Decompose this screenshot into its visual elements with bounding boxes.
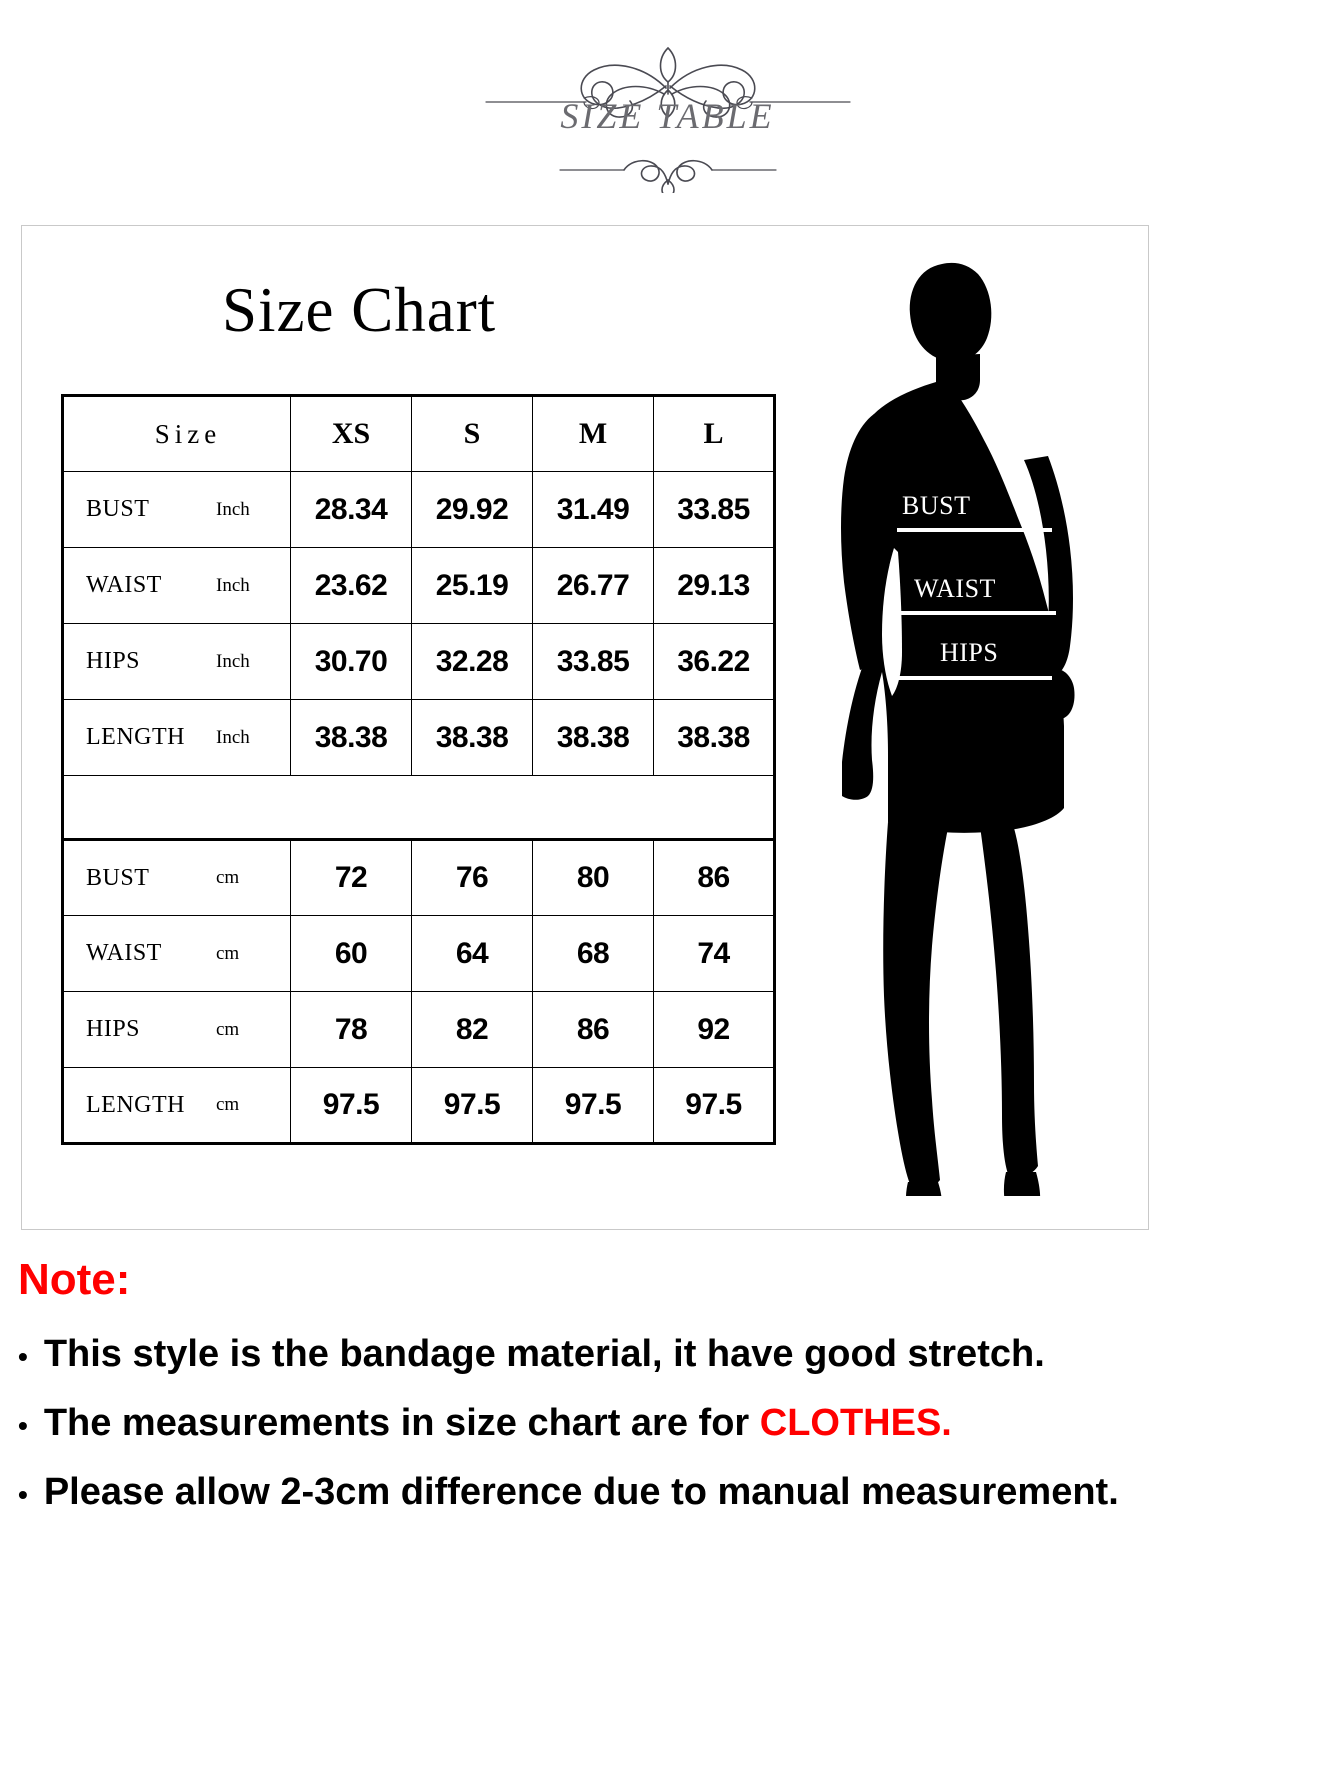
row-label-hips-cm: HIPS cm — [61, 991, 291, 1068]
note-highlight: CLOTHES. — [759, 1402, 952, 1444]
body-silhouette-figure: BUST WAIST HIPS — [812, 256, 1112, 1196]
cell-bust-cm-xs: 72 — [290, 838, 412, 916]
cell-waist-cm-m: 68 — [532, 915, 654, 992]
row-label-length-cm: LENGTH cm — [61, 1067, 291, 1145]
measure-name: LENGTH — [86, 1091, 185, 1118]
header-cell-l: L — [653, 394, 776, 472]
figure-measure-line-bust — [897, 528, 1052, 532]
measure-name: BUST — [86, 496, 150, 522]
cell-bust-inch-s: 29.92 — [411, 471, 533, 548]
table-row: HIPS Inch 30.70 32.28 33.85 36.22 — [61, 623, 776, 700]
row-label-waist-cm: WAIST cm — [61, 915, 291, 992]
measure-unit: cm — [216, 1094, 240, 1115]
cell-waist-cm-s: 64 — [411, 915, 533, 992]
cell-length-inch-m: 38.38 — [532, 699, 654, 776]
header-ornament — [0, 28, 1335, 193]
cell-hips-cm-xs: 78 — [290, 991, 412, 1068]
note-item: • Please allow 2-3cm difference due to m… — [18, 1471, 1318, 1514]
cell-bust-cm-s: 76 — [411, 838, 533, 916]
cell-length-cm-l: 97.5 — [653, 1067, 776, 1145]
row-label-bust-inch: BUST Inch — [61, 471, 291, 548]
bullet-icon: • — [18, 1410, 28, 1441]
cell-length-inch-s: 38.38 — [411, 699, 533, 776]
bullet-icon: • — [18, 1341, 28, 1372]
row-label-length-inch: LENGTH Inch — [61, 699, 291, 776]
cell-length-cm-xs: 97.5 — [290, 1067, 412, 1145]
cell-bust-inch-xs: 28.34 — [290, 471, 412, 548]
table-row: BUST cm 72 76 80 86 — [61, 838, 776, 916]
cell-length-cm-m: 97.5 — [532, 1067, 654, 1145]
cell-waist-inch-s: 25.19 — [411, 547, 533, 624]
cell-hips-cm-l: 92 — [653, 991, 776, 1068]
size-chart-panel: Size Chart Size XS S M L BUST Inch — [21, 225, 1149, 1230]
measure-name: HIPS — [86, 648, 141, 674]
table-spacer-row — [61, 775, 776, 841]
measure-unit: Inch — [216, 726, 250, 748]
measure-unit: cm — [216, 867, 240, 888]
table-row: WAIST Inch 23.62 25.19 26.77 29.13 — [61, 547, 776, 624]
cell-hips-inch-l: 36.22 — [653, 623, 776, 700]
measure-name: LENGTH — [86, 724, 185, 750]
cell-waist-cm-xs: 60 — [290, 915, 412, 992]
measure-unit: cm — [216, 942, 240, 964]
cell-bust-cm-m: 80 — [532, 838, 654, 916]
row-label-bust-cm: BUST cm — [61, 838, 291, 916]
cell-hips-cm-m: 86 — [532, 991, 654, 1068]
note-text: Please allow 2-3cm difference due to man… — [43, 1471, 1119, 1513]
cell-bust-inch-l: 33.85 — [653, 471, 776, 548]
cell-waist-inch-l: 29.13 — [653, 547, 776, 624]
row-label-waist-inch: WAIST Inch — [61, 547, 291, 624]
measure-name: BUST — [86, 864, 150, 891]
measure-name: WAIST — [86, 572, 162, 598]
cell-hips-cm-s: 82 — [411, 991, 533, 1068]
header-cell-xs: XS — [290, 394, 412, 472]
table-row: HIPS cm 78 82 86 92 — [61, 991, 776, 1068]
bullet-icon: • — [18, 1479, 28, 1510]
cell-length-inch-l: 38.38 — [653, 699, 776, 776]
cell-waist-inch-m: 26.77 — [532, 547, 654, 624]
measure-name: HIPS — [86, 1016, 141, 1042]
measure-unit: Inch — [216, 574, 250, 596]
table-row: BUST Inch 28.34 29.92 31.49 33.85 — [61, 471, 776, 548]
note-item: • The measurements in size chart are for… — [18, 1402, 1318, 1445]
measure-unit: Inch — [216, 650, 250, 672]
table-row: LENGTH cm 97.5 97.5 97.5 97.5 — [61, 1067, 776, 1145]
notes-section: Note: • This style is the bandage materi… — [18, 1255, 1318, 1540]
cell-hips-inch-m: 33.85 — [532, 623, 654, 700]
header-cell-s: S — [411, 394, 533, 472]
spacer-cell — [61, 775, 776, 841]
figure-label-hips: HIPS — [940, 638, 999, 667]
table-row: LENGTH Inch 38.38 38.38 38.38 38.38 — [61, 699, 776, 776]
note-text: The measurements in size chart are for — [43, 1402, 760, 1444]
table-row: WAIST cm 60 64 68 74 — [61, 915, 776, 992]
table-header-row: Size XS S M L — [61, 394, 776, 472]
flourish-ornament-icon — [484, 46, 851, 193]
row-label-hips-inch: HIPS Inch — [61, 623, 291, 700]
cell-length-inch-xs: 38.38 — [290, 699, 412, 776]
cell-bust-cm-l: 86 — [653, 838, 776, 916]
note-text: This style is the bandage material, it h… — [43, 1333, 1045, 1375]
page-title: Size Chart — [222, 275, 497, 345]
cell-hips-inch-s: 32.28 — [411, 623, 533, 700]
figure-label-bust: BUST — [902, 491, 971, 520]
cell-length-cm-s: 97.5 — [411, 1067, 533, 1145]
header-cell-m: M — [532, 394, 654, 472]
measure-name: WAIST — [86, 940, 162, 966]
measure-unit: cm — [216, 1018, 240, 1040]
cell-hips-inch-xs: 30.70 — [290, 623, 412, 700]
ornament-title: SIZE TABLE — [560, 96, 775, 136]
cell-bust-inch-m: 31.49 — [532, 471, 654, 548]
notes-heading: Note: — [18, 1255, 131, 1304]
cell-waist-cm-l: 74 — [653, 915, 776, 992]
note-item: • This style is the bandage material, it… — [18, 1333, 1318, 1376]
size-table: Size XS S M L BUST Inch 28.34 29.92 31.4… — [61, 394, 776, 1145]
figure-label-waist: WAIST — [914, 574, 996, 603]
header-cell-size: Size — [61, 394, 291, 472]
measure-unit: Inch — [216, 498, 250, 520]
female-body-silhouette-icon — [841, 262, 1075, 1196]
cell-waist-inch-xs: 23.62 — [290, 547, 412, 624]
figure-measure-line-waist — [896, 611, 1056, 615]
figure-measure-line-hips — [897, 676, 1052, 680]
